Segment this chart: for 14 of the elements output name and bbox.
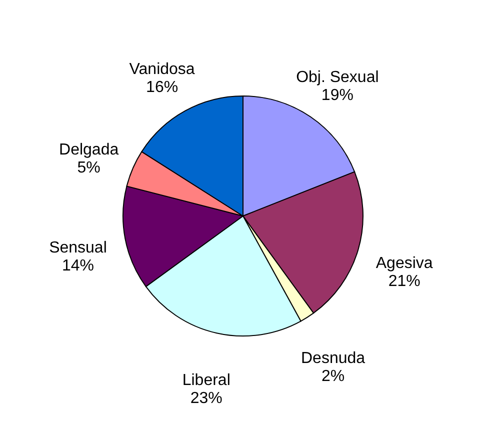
slice-label: Agesiva [376,254,433,272]
slice-label: Sensual [49,239,107,256]
slice-label: Liberal [182,372,230,389]
data-label: 14% [62,257,94,274]
slice-label: Obj. Sexual [296,69,379,86]
data-label: 23% [190,390,222,407]
slice-label: Desnuda [300,350,366,367]
data-label: 21% [388,272,420,290]
slice-label: Vanidosa [129,60,195,78]
data-label: 5% [77,159,100,176]
slice-label: Delgada [59,141,119,158]
data-label: 16% [146,78,178,96]
data-label: 19% [321,87,354,104]
data-label: 2% [321,368,345,385]
